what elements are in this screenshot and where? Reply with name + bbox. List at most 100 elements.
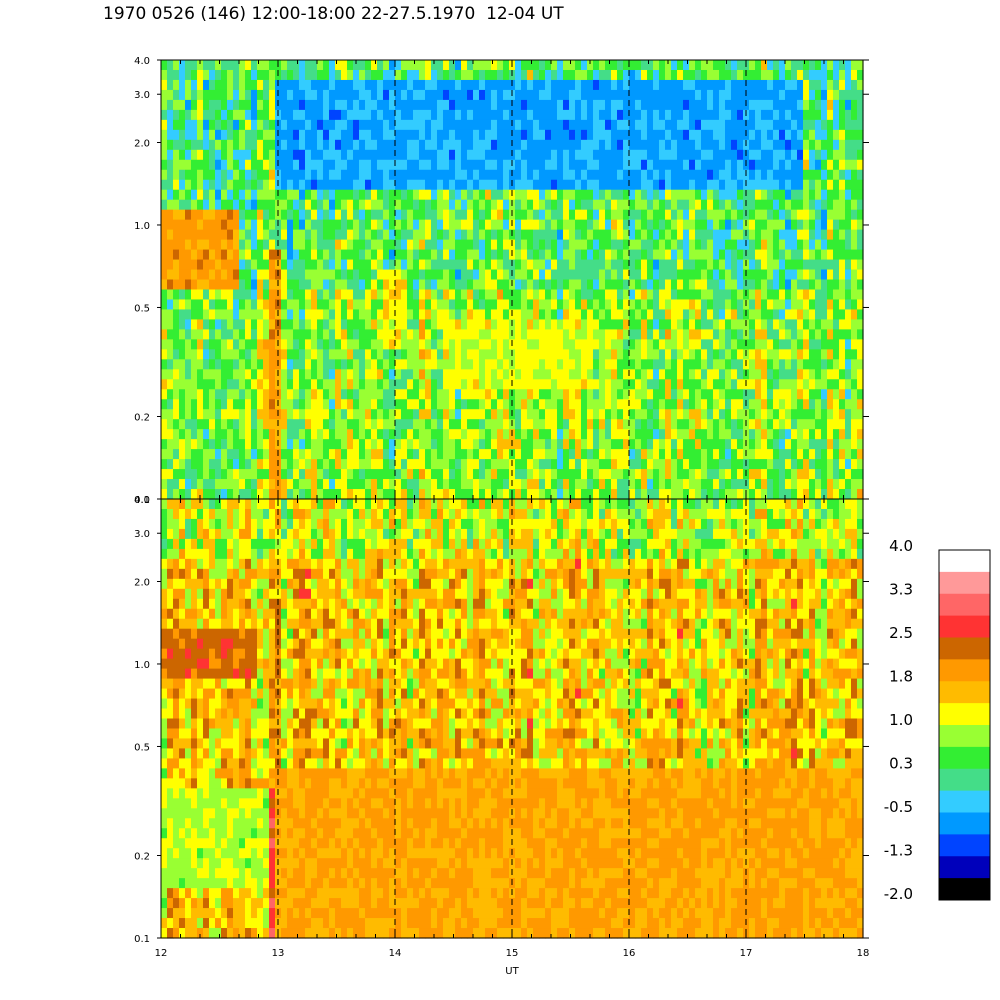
top-heatmap-cell: [749, 489, 756, 500]
top-heatmap-cell: [821, 199, 828, 211]
top-heatmap-cell: [737, 349, 744, 360]
top-heatmap-cell: [503, 209, 510, 221]
top-heatmap-cell: [167, 409, 174, 420]
top-heatmap-cell: [677, 459, 684, 470]
top-heatmap-cell: [779, 369, 786, 380]
top-heatmap-cell: [317, 169, 324, 181]
top-heatmap-cell: [335, 339, 342, 350]
top-heatmap-cell: [641, 229, 648, 241]
top-heatmap-cell: [503, 179, 510, 191]
top-heatmap-cell: [173, 349, 180, 360]
top-heatmap-cell: [299, 60, 306, 71]
top-heatmap-cell: [653, 189, 660, 201]
top-heatmap-cell: [557, 179, 564, 191]
top-heatmap-cell: [221, 259, 228, 271]
top-heatmap-cell: [701, 419, 708, 430]
top-heatmap-cell: [449, 299, 456, 311]
top-heatmap-cell: [665, 209, 672, 221]
top-heatmap-cell: [803, 429, 810, 440]
top-heatmap-cell: [461, 189, 468, 201]
top-heatmap-cell: [161, 159, 168, 171]
top-heatmap-cell: [383, 259, 390, 271]
top-heatmap-cell: [527, 99, 534, 111]
top-heatmap-cell: [581, 159, 588, 171]
top-heatmap-cell: [401, 249, 408, 261]
top-heatmap-cell: [779, 249, 786, 261]
top-heatmap-cell: [455, 259, 462, 271]
top-heatmap-cell: [425, 319, 432, 330]
top-heatmap-cell: [785, 189, 792, 201]
top-heatmap-cell: [731, 379, 738, 390]
top-heatmap-cell: [353, 249, 360, 261]
top-heatmap-cell: [377, 439, 384, 450]
top-heatmap-cell: [269, 299, 276, 311]
top-heatmap-cell: [731, 259, 738, 271]
top-heatmap-cell: [707, 399, 714, 410]
top-heatmap-cell: [497, 179, 504, 191]
top-heatmap-cell: [305, 349, 312, 360]
top-heatmap-cell: [779, 199, 786, 211]
top-heatmap-cell: [749, 269, 756, 281]
top-heatmap-cell: [281, 119, 288, 131]
top-heatmap-cell: [215, 129, 222, 141]
top-heatmap-cell: [461, 139, 468, 151]
top-heatmap-cell: [533, 329, 540, 340]
top-heatmap-cell: [521, 199, 528, 211]
top-heatmap-cell: [785, 159, 792, 171]
top-heatmap-cell: [389, 379, 396, 390]
top-heatmap-cell: [647, 469, 654, 480]
top-heatmap-cell: [719, 79, 726, 91]
top-heatmap-cell: [173, 379, 180, 390]
top-heatmap-cell: [485, 259, 492, 271]
top-heatmap-cell: [431, 209, 438, 221]
top-heatmap-cell: [551, 399, 558, 410]
top-heatmap-cell: [311, 139, 318, 151]
top-heatmap-cell: [365, 399, 372, 410]
top-heatmap-cell: [569, 329, 576, 340]
top-heatmap-cell: [593, 489, 600, 500]
top-heatmap-cell: [521, 379, 528, 390]
top-heatmap-cell: [701, 279, 708, 291]
top-heatmap-cell: [353, 309, 360, 321]
top-heatmap-cell: [191, 389, 198, 400]
top-heatmap-cell: [245, 339, 252, 350]
top-heatmap-cell: [467, 259, 474, 271]
top-heatmap-cell: [773, 269, 780, 281]
top-heatmap-cell: [167, 149, 174, 161]
top-heatmap-cell: [389, 139, 396, 151]
top-heatmap-cell: [569, 159, 576, 171]
top-heatmap-cell: [317, 299, 324, 311]
top-heatmap-cell: [563, 129, 570, 141]
top-heatmap-cell: [689, 449, 696, 460]
top-heatmap-cell: [479, 319, 486, 330]
top-heatmap-cell: [641, 119, 648, 131]
top-heatmap-cell: [311, 189, 318, 201]
top-heatmap-cell: [749, 409, 756, 420]
top-heatmap-cell: [221, 89, 228, 101]
top-heatmap-cell: [353, 269, 360, 281]
top-heatmap-cell: [419, 419, 426, 430]
top-heatmap-cell: [575, 299, 582, 311]
top-heatmap-cell: [725, 339, 732, 350]
top-heatmap-cell: [299, 129, 306, 141]
top-heatmap-cell: [281, 329, 288, 340]
top-heatmap-cell: [521, 159, 528, 171]
top-heatmap-cell: [239, 469, 246, 480]
top-heatmap-cell: [455, 89, 462, 101]
top-heatmap-cell: [341, 239, 348, 251]
top-heatmap-cell: [635, 269, 642, 281]
top-heatmap-cell: [671, 179, 678, 191]
top-heatmap-cell: [527, 409, 534, 420]
top-heatmap-cell: [677, 289, 684, 301]
top-heatmap-cell: [659, 369, 666, 380]
top-heatmap-cell: [173, 479, 180, 490]
top-heatmap-cell: [179, 359, 186, 370]
top-heatmap-cell: [245, 159, 252, 171]
top-heatmap-cell: [605, 259, 612, 271]
top-heatmap-cell: [665, 239, 672, 251]
top-heatmap-cell: [461, 89, 468, 101]
top-heatmap-cell: [197, 219, 204, 231]
top-heatmap-cell: [281, 319, 288, 330]
top-heatmap-cell: [395, 489, 402, 500]
top-heatmap-cell: [251, 219, 258, 231]
